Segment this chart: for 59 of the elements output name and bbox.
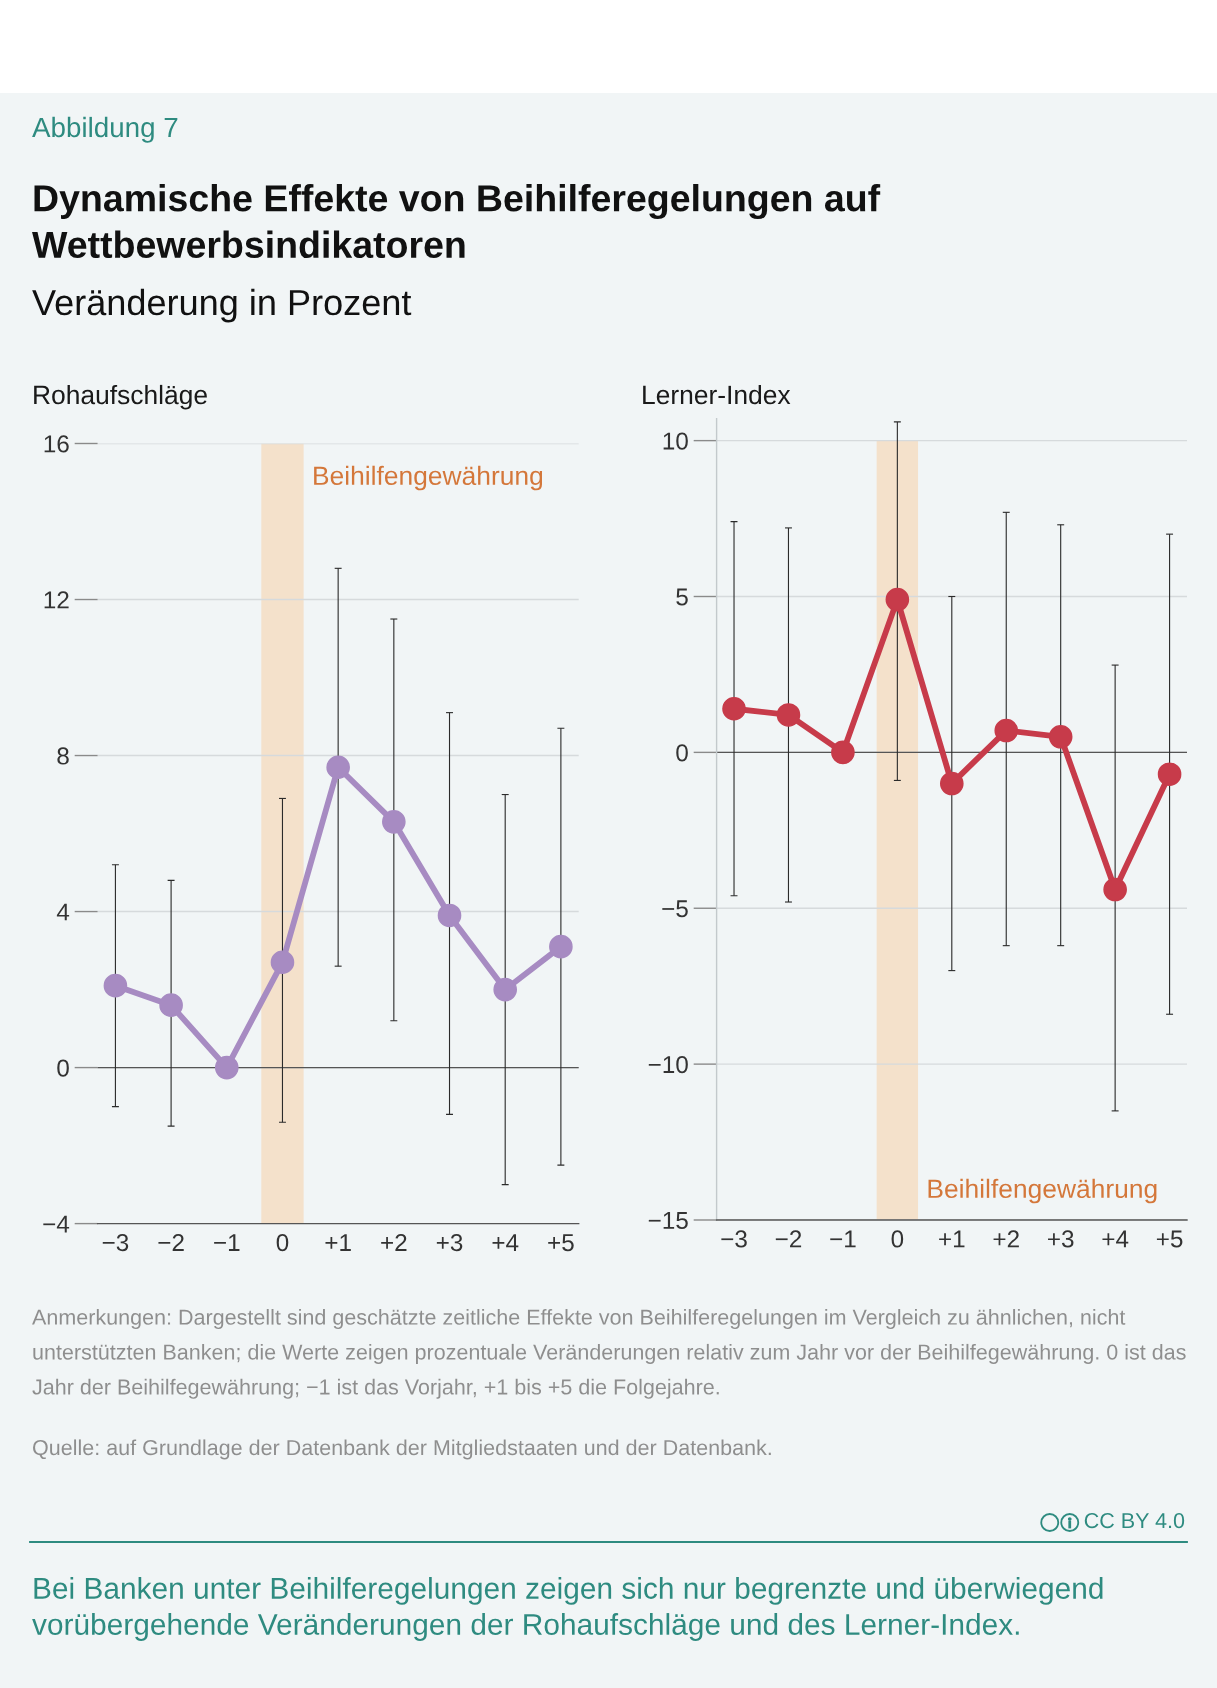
y-tick-label: 0 [57,1059,69,1077]
y-tick-label: 4 [56,903,70,921]
x-tick-label: −3 [102,1233,129,1252]
x-tick-label: −1 [830,1230,856,1248]
x-tick-label: −2 [158,1233,184,1251]
y-tick-label: 8 [57,747,69,765]
x-tick-label: +1 [325,1234,351,1251]
x-tick-label: −1 [214,1234,240,1251]
source-note: Quelle: auf Grundlage der Datenbank der Mitgliedstaaten und der Datenbank. [33,1439,771,1460]
y-tick-label: 12 [44,591,69,609]
x-tick-label: +2 [993,1230,1019,1248]
point [270,950,295,975]
text: Dynamische Effekte von Beihilferegelungen auf Wettbewerbsindikatoren [32,184,881,259]
y-tick-label: −15 [648,1212,688,1230]
chart-title: Rohaufschläge [34,384,207,410]
text: Abbildung 7 [32,116,178,143]
point [994,718,1019,743]
point [722,696,746,721]
band-label: Beihilfengewährung [314,465,543,491]
x-tick-label: 0 [891,1230,904,1248]
text: Bei Banken unter Beihilferegelungen zeigen sich nur begrenzte und überwiegend vorübergehende Veränderungen der Rohaufschläge und des Lerner-Index. [32,1577,1103,1641]
point [885,587,910,612]
chart-title: Lerner-Index [643,384,791,405]
x-tick-label: +5 [548,1234,574,1252]
point [1157,762,1182,787]
point [549,934,573,959]
x-tick-label: +2 [381,1233,407,1251]
y-tick-label: 5 [676,588,688,606]
point [1048,724,1073,749]
x-tick-label: +5 [1156,1230,1183,1248]
y-tick-label: −5 [662,900,688,918]
y-tick-label: −10 [648,1055,688,1074]
x-tick-label: +3 [1048,1230,1074,1248]
x-tick-label: −3 [721,1230,747,1248]
point [493,977,518,1002]
x-tick-label: −2 [775,1230,802,1248]
y-tick-label: 10 [663,432,688,450]
y-tick-label: 16 [44,435,69,453]
point [776,703,801,727]
text: Veränderung in Prozent [32,288,412,323]
y-tick-label: −4 [43,1215,70,1233]
point [103,973,128,998]
point [437,903,462,928]
band-label: Beihilfengewährung [928,1178,1157,1204]
x-tick-label: +4 [1102,1230,1129,1248]
x-tick-label: 0 [276,1233,289,1252]
x-tick-label: +4 [492,1234,519,1251]
point [1103,877,1127,902]
point [831,740,855,765]
x-tick-label: +1 [939,1230,965,1248]
x-tick-label: +3 [436,1233,463,1252]
y-tick-label: 0 [676,744,688,762]
text: Anmerkungen: Dargestellt sind geschätzte zeitliche Effekte von Beihilferegelungen im Vergleich zu ähnlichen, nicht unterstützten Banken; die Werte zeigen prozentuale Veränderungen relativ zum Jahr vor der Beihilfegewährung. 0 ist das Jahr der Beihilfegewährung; −1 ist das Vorjahr, +1 bis +5 die Folgejahre. [32,1309,1186,1399]
point [382,810,406,834]
text: CC BY 4.0 [1084,1512,1185,1529]
point [159,993,183,1017]
point [326,755,350,780]
point [939,771,964,796]
point [214,1055,239,1080]
